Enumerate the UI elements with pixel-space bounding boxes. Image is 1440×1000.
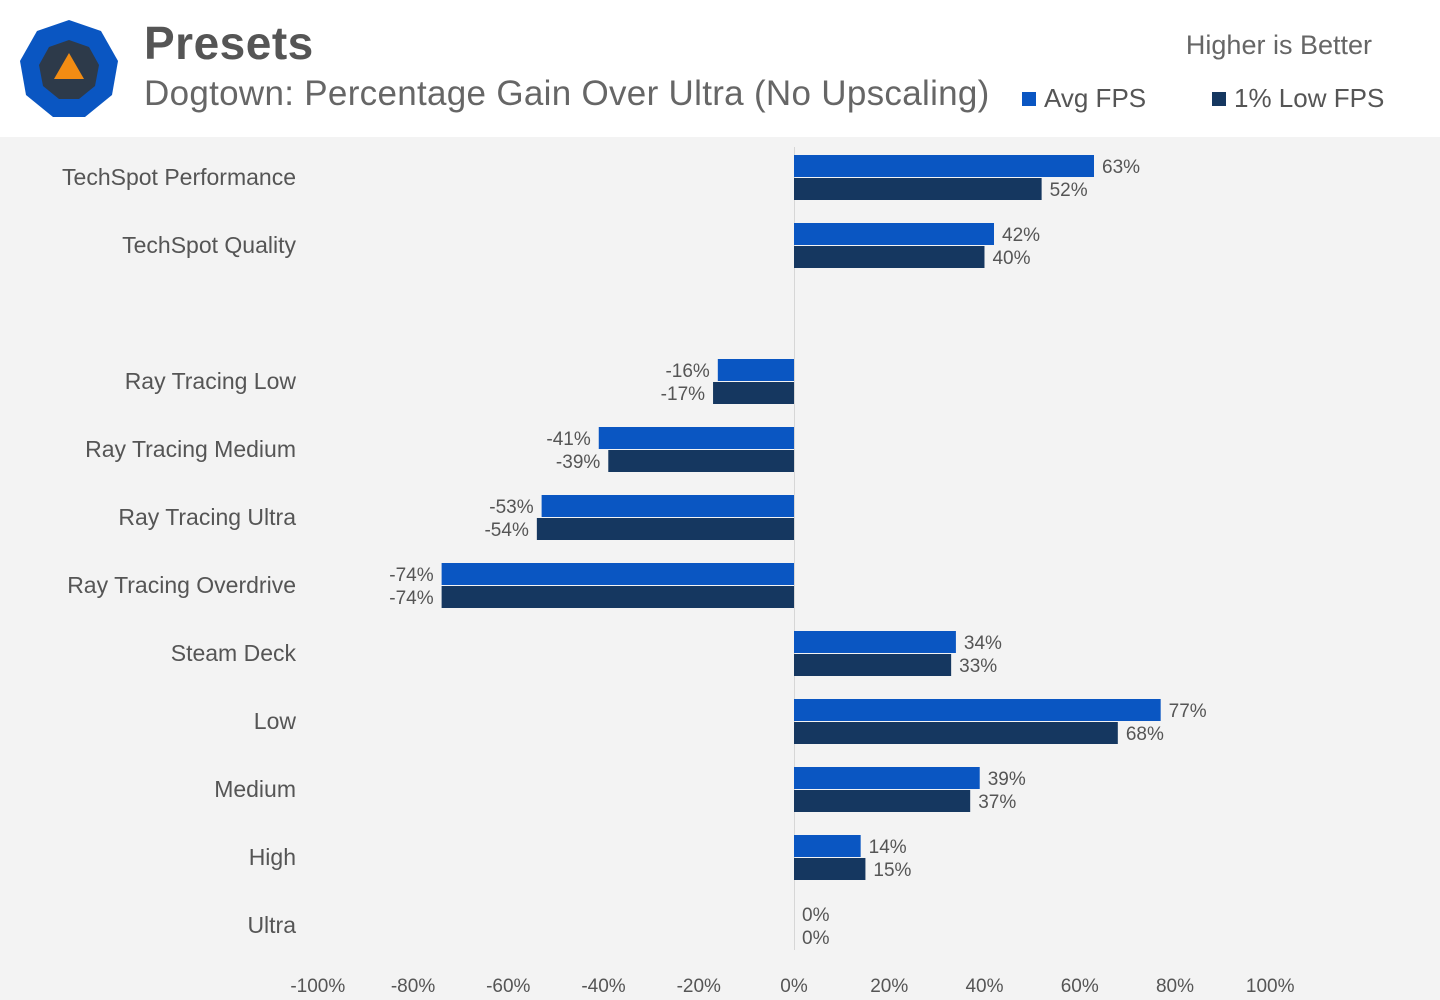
data-label: 39% [988, 769, 1026, 790]
bar-avg-fps [717, 359, 794, 381]
bar-avg-fps [441, 563, 794, 585]
data-label: -74% [389, 565, 433, 586]
x-tick-label: 0% [780, 976, 808, 997]
x-tick-label: 40% [965, 976, 1003, 997]
data-label: 40% [992, 248, 1030, 269]
x-tick-label: 20% [870, 976, 908, 997]
category-label: Low [254, 708, 297, 734]
x-tick-label: -60% [486, 976, 530, 997]
data-label: 33% [959, 656, 997, 677]
x-tick-label: -80% [391, 976, 435, 997]
category-label: Steam Deck [171, 640, 297, 666]
bar-avg-fps [794, 835, 861, 857]
data-label: 14% [869, 837, 907, 858]
bar-avg-fps [794, 155, 1095, 177]
bar-avg-fps [794, 699, 1161, 721]
chart-header: Presets Dogtown: Percentage Gain Over Ul… [0, 0, 1440, 137]
data-label: 37% [978, 792, 1016, 813]
category-label: TechSpot Quality [122, 232, 296, 258]
legend-item-1pct-low-fps: 1% Low FPS [1212, 83, 1384, 114]
x-tick-label: -20% [677, 976, 721, 997]
bar-avg-fps [794, 631, 956, 653]
data-label: 0% [802, 905, 830, 926]
category-label: High [249, 844, 296, 870]
bar-1pct-low-fps [794, 654, 952, 676]
bar-1pct-low-fps [794, 178, 1042, 200]
legend-label-1pct-low-fps: 1% Low FPS [1234, 83, 1385, 113]
data-label: 63% [1102, 157, 1140, 178]
data-label: -54% [484, 520, 528, 541]
techspot-logo-icon [20, 20, 118, 117]
legend-item-avg-fps: Avg FPS [1022, 83, 1146, 114]
category-label: Ultra [247, 912, 296, 938]
category-label: Medium [214, 776, 296, 802]
legend-swatch-1pct-low-fps [1212, 91, 1226, 106]
category-label: Ray Tracing Medium [85, 436, 296, 462]
data-label: -41% [546, 429, 590, 450]
category-label: Ray Tracing Ultra [118, 504, 296, 530]
bar-avg-fps [794, 223, 995, 245]
bar-1pct-low-fps [794, 722, 1118, 744]
data-label: -74% [389, 588, 433, 609]
data-label: -39% [556, 452, 600, 473]
chart-subtitle: Dogtown: Percentage Gain Over Ultra (No … [144, 74, 990, 113]
data-label: 0% [802, 928, 830, 949]
chart-title: Presets [144, 17, 314, 69]
data-label: 34% [964, 633, 1002, 654]
data-label: 68% [1126, 724, 1164, 745]
x-tick-label: 100% [1246, 976, 1295, 997]
bar-1pct-low-fps [536, 518, 794, 540]
bar-avg-fps [541, 495, 794, 517]
bar-1pct-low-fps [713, 382, 794, 404]
category-label: Ray Tracing Overdrive [67, 572, 296, 598]
bar-avg-fps [598, 427, 794, 449]
category-label: Ray Tracing Low [125, 368, 297, 394]
legend-swatch-avg-fps [1022, 91, 1036, 106]
x-tick-label: -100% [290, 976, 345, 997]
data-label: -17% [661, 384, 705, 405]
x-tick-label: 60% [1061, 976, 1099, 997]
bar-avg-fps [794, 767, 980, 789]
legend-label-avg-fps: Avg FPS [1044, 83, 1147, 113]
bar-1pct-low-fps [608, 450, 794, 472]
bar-1pct-low-fps [794, 246, 985, 268]
data-label: 52% [1050, 180, 1088, 201]
x-tick-label: 80% [1156, 976, 1194, 997]
data-label: 42% [1002, 225, 1040, 246]
bar-1pct-low-fps [794, 858, 866, 880]
bar-1pct-low-fps [441, 586, 794, 608]
category-label: TechSpot Performance [62, 164, 296, 190]
data-label: -16% [665, 361, 709, 382]
data-label: -53% [489, 497, 533, 518]
bar-1pct-low-fps [794, 790, 971, 812]
x-tick-label: -40% [581, 976, 625, 997]
data-label: 77% [1169, 701, 1207, 722]
data-label: 15% [873, 860, 911, 881]
higher-is-better-note: Higher is Better [1185, 30, 1372, 60]
